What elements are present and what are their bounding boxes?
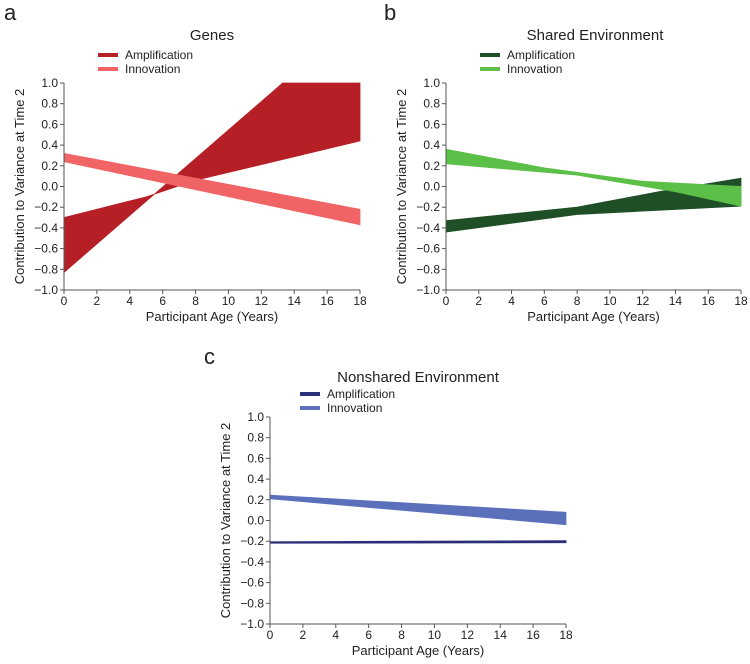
x-tick-label: 18 bbox=[559, 628, 573, 642]
x-tick-label: 4 bbox=[508, 294, 515, 308]
y-tick-label: 0.6 bbox=[247, 451, 264, 465]
x-tick-label: 14 bbox=[669, 294, 683, 308]
x-axis-label: Participant Age (Years) bbox=[146, 309, 278, 324]
chart-title: Nonshared Environment bbox=[337, 369, 500, 386]
x-tick-label: 0 bbox=[443, 294, 450, 308]
chart-title: Genes bbox=[190, 27, 234, 44]
x-tick-label: 8 bbox=[192, 294, 199, 308]
y-tick-label: 0.6 bbox=[41, 117, 58, 131]
legend-label: Amplification bbox=[507, 48, 575, 62]
x-tick-label: 8 bbox=[398, 628, 405, 642]
x-tick-label: 12 bbox=[255, 294, 269, 308]
x-tick-label: 0 bbox=[61, 294, 68, 308]
x-tick-label: 12 bbox=[636, 294, 650, 308]
band-amplification bbox=[63, 82, 361, 274]
x-tick-label: 18 bbox=[353, 294, 367, 308]
x-tick-label: 10 bbox=[603, 294, 617, 308]
x-tick-label: 10 bbox=[222, 294, 236, 308]
legend-label: Amplification bbox=[327, 387, 395, 401]
y-tick-label: −0.4 bbox=[416, 221, 440, 235]
x-tick-label: 0 bbox=[267, 628, 274, 642]
y-tick-label: 0.0 bbox=[41, 180, 58, 194]
legend-label: Innovation bbox=[125, 62, 180, 76]
y-tick-label: 0.2 bbox=[247, 493, 264, 507]
y-tick-label: −0.8 bbox=[416, 262, 440, 276]
x-tick-label: 12 bbox=[461, 628, 475, 642]
legend-label: Innovation bbox=[327, 401, 382, 415]
y-tick-label: 0.4 bbox=[247, 472, 264, 486]
y-tick-label: −1.0 bbox=[34, 283, 58, 297]
x-tick-label: 14 bbox=[494, 628, 508, 642]
y-tick-label: 0.8 bbox=[423, 97, 440, 111]
chart-panel-b: b Shared Environment AmplificationInnovati… bbox=[384, 0, 748, 324]
chart-title: Shared Environment bbox=[527, 27, 665, 44]
y-tick-label: −0.4 bbox=[34, 221, 58, 235]
x-tick-label: 10 bbox=[428, 628, 442, 642]
chart-panel-c: c Nonshared EnvironmentAmplificationInnov… bbox=[204, 344, 573, 658]
y-tick-label: 0.6 bbox=[423, 117, 440, 131]
x-tick-label: 16 bbox=[526, 628, 540, 642]
y-tick-label: −0.6 bbox=[240, 576, 264, 590]
y-tick-label: −0.2 bbox=[416, 200, 440, 214]
x-tick-label: 4 bbox=[332, 628, 339, 642]
y-tick-label: 0.2 bbox=[423, 159, 440, 173]
band-innovation bbox=[269, 494, 567, 526]
y-tick-label: −0.6 bbox=[34, 242, 58, 256]
y-tick-label: −0.8 bbox=[240, 596, 264, 610]
y-tick-label: 0.2 bbox=[41, 159, 58, 173]
y-tick-label: −1.0 bbox=[240, 617, 264, 631]
panel-letter: b bbox=[384, 0, 396, 25]
x-tick-label: 2 bbox=[475, 294, 482, 308]
x-tick-label: 8 bbox=[574, 294, 581, 308]
y-tick-label: −0.6 bbox=[416, 242, 440, 256]
y-tick-label: 0.4 bbox=[423, 138, 440, 152]
x-axis-label: Participant Age (Years) bbox=[527, 309, 659, 324]
x-tick-label: 16 bbox=[702, 294, 716, 308]
band-innovation bbox=[445, 148, 742, 207]
x-tick-label: 6 bbox=[159, 294, 166, 308]
y-tick-label: 0.0 bbox=[247, 514, 264, 528]
panel-letter: c bbox=[204, 344, 215, 369]
y-tick-label: −0.8 bbox=[34, 262, 58, 276]
legend-label: Innovation bbox=[507, 62, 562, 76]
y-tick-label: 1.0 bbox=[41, 76, 58, 90]
x-tick-label: 4 bbox=[126, 294, 133, 308]
y-tick-label: 0.0 bbox=[423, 180, 440, 194]
y-tick-label: −0.2 bbox=[34, 200, 58, 214]
x-tick-label: 6 bbox=[541, 294, 548, 308]
band-amplification bbox=[269, 540, 567, 544]
y-tick-label: −0.4 bbox=[240, 555, 264, 569]
y-tick-label: −1.0 bbox=[416, 283, 440, 297]
y-tick-label: 0.8 bbox=[247, 431, 264, 445]
y-tick-label: 1.0 bbox=[423, 76, 440, 90]
panel-letter: a bbox=[4, 0, 17, 25]
x-tick-label: 18 bbox=[734, 294, 748, 308]
y-tick-label: 1.0 bbox=[247, 410, 264, 424]
y-tick-label: 0.8 bbox=[41, 97, 58, 111]
y-axis-label: Contribution to Variance at Time 2 bbox=[218, 423, 233, 619]
x-axis-label: Participant Age (Years) bbox=[352, 643, 484, 658]
legend-label: Amplification bbox=[125, 48, 193, 62]
y-axis-label: Contribution to Variance at Time 2 bbox=[12, 89, 27, 285]
x-tick-label: 2 bbox=[94, 294, 101, 308]
y-axis-label: Contribution to Variance at Time 2 bbox=[394, 89, 409, 285]
y-tick-label: 0.4 bbox=[41, 138, 58, 152]
x-tick-label: 16 bbox=[320, 294, 334, 308]
y-tick-label: −0.2 bbox=[240, 534, 264, 548]
x-tick-label: 14 bbox=[288, 294, 302, 308]
x-tick-label: 6 bbox=[365, 628, 372, 642]
x-tick-label: 2 bbox=[300, 628, 307, 642]
